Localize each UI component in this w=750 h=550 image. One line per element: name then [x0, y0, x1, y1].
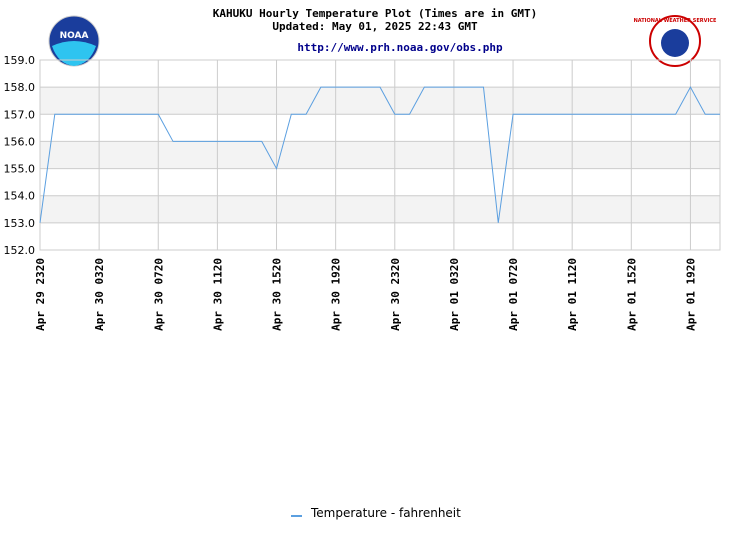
plot-frame: [39, 59, 721, 251]
y-tick-label: 155.0: [4, 163, 36, 176]
x-tick-label: Apr 01 1520: [625, 258, 638, 331]
grid-band: [40, 87, 720, 115]
x-tick-label: Apr 30 1520: [271, 258, 284, 331]
noaa-logo: NOAA: [48, 15, 100, 67]
y-tick-label: 154.0: [4, 190, 36, 203]
y-tick-label: 156.0: [4, 135, 36, 148]
data-line: [39, 86, 720, 223]
x-tick-label: Apr 01 1120: [566, 258, 579, 331]
y-tick-label: 157.0: [4, 108, 36, 121]
x-tick-label: Apr 30 1920: [330, 258, 343, 331]
x-tick-label: Apr 30 1120: [211, 258, 224, 331]
x-tick-label: Apr 30 0320: [93, 258, 106, 331]
x-tick-label: Apr 01 0320: [448, 258, 461, 331]
chart-title: KAHUKU Hourly Temperature Plot (Times ar…: [213, 7, 538, 20]
grid-band: [40, 195, 720, 223]
y-tick-label: 153.0: [4, 217, 36, 230]
y-tick-label: 159.0: [4, 54, 36, 67]
legend-label: Temperature - fahrenheit: [310, 506, 461, 520]
logo-text: NATIONAL WEATHER SERVICE: [634, 18, 717, 24]
grid-band: [40, 141, 720, 169]
x-tick-label: Apr 01 0720: [507, 258, 520, 331]
y-tick-label: 158.0: [4, 81, 36, 94]
x-tick-label: Apr 29 2320: [34, 258, 47, 331]
nws-logo: NATIONAL WEATHER SERVICE: [634, 15, 717, 67]
y-tick-label: 152.0: [4, 244, 36, 257]
chart-subtitle: Updated: May 01, 2025 22:43 GMT: [272, 20, 478, 33]
logo-text: NOAA: [60, 31, 89, 41]
url[interactable]: http://www.prh.noaa.gov/obs.php: [297, 41, 503, 54]
x-tick-label: Apr 30 2320: [389, 258, 402, 331]
x-tick-label: Apr 01 1920: [684, 258, 697, 331]
x-tick-label: Apr 30 0720: [152, 258, 165, 331]
